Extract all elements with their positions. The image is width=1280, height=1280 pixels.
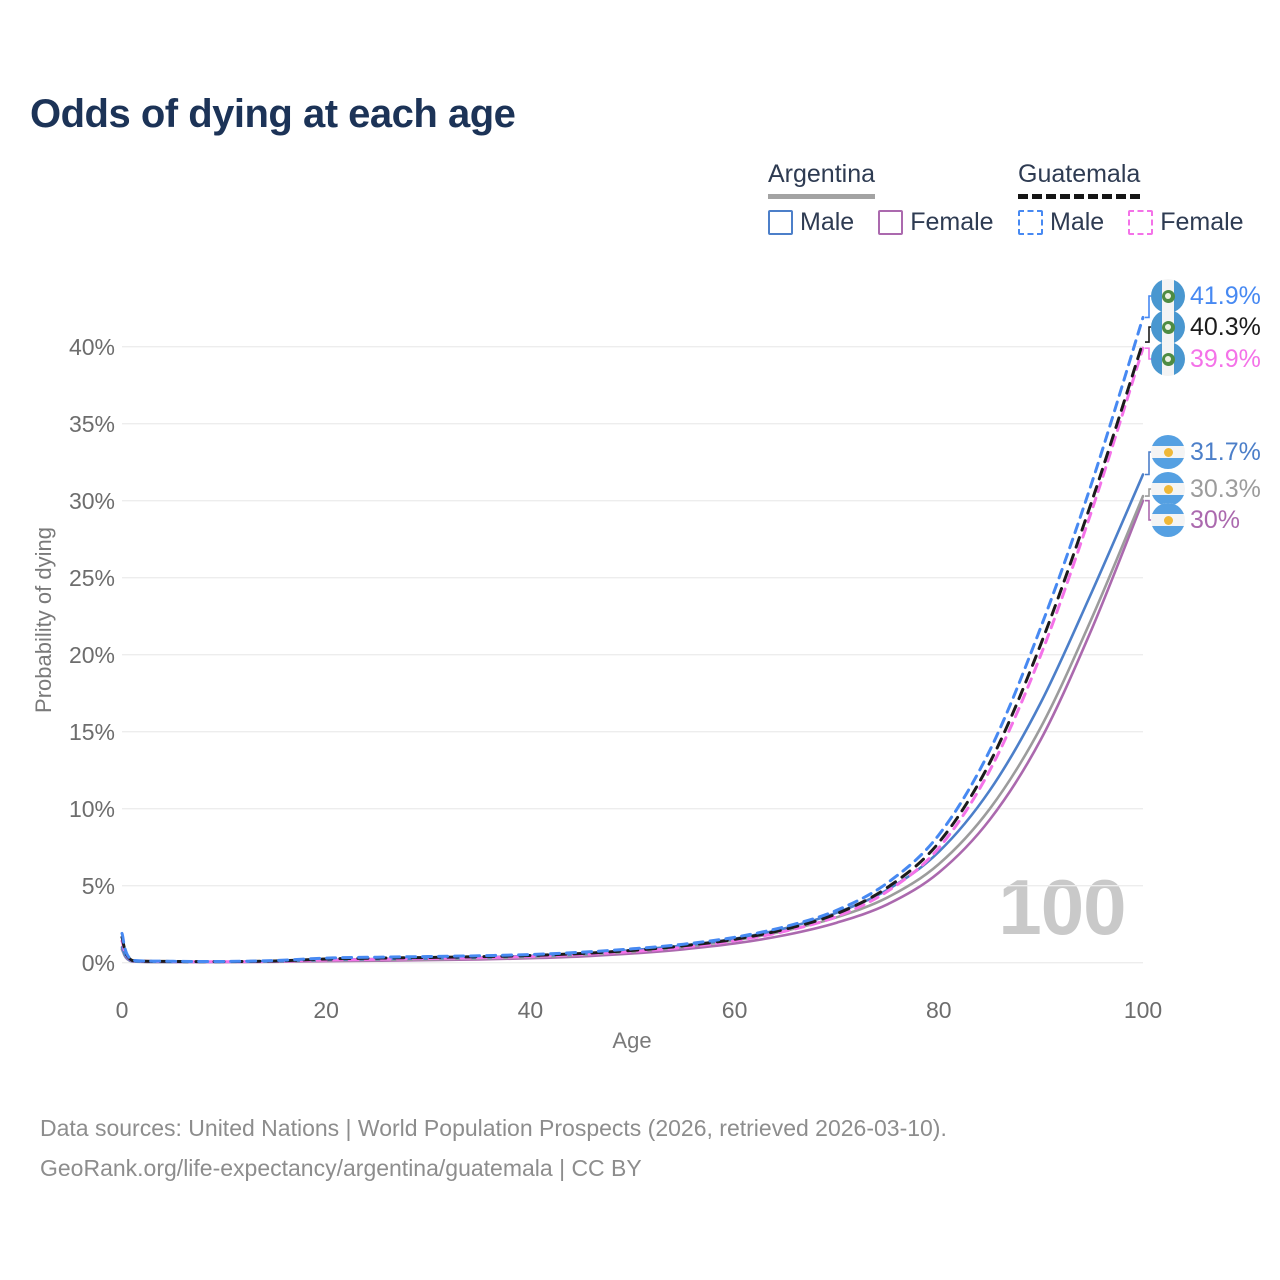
- y-tick-label: 40%: [68, 333, 115, 360]
- end-value-label: 30.3%: [1190, 475, 1261, 503]
- guatemala-flag-icon: [1151, 279, 1185, 313]
- legend-country-argentina[interactable]: Argentina: [768, 160, 876, 199]
- attribution-line: GeoRank.org/life-expectancy/argentina/gu…: [40, 1155, 642, 1181]
- y-axis-title: Probability of dying: [31, 527, 56, 713]
- checkbox-icon-guatemala-male[interactable]: [1018, 210, 1043, 235]
- legend-item-guatemala-female[interactable]: Female: [1128, 208, 1244, 237]
- legend: Argentina Male Female Guatemala Male: [768, 160, 1280, 240]
- emblem-icon: [1161, 289, 1175, 303]
- y-tick-label: 35%: [68, 410, 115, 437]
- guatemala-flag-icon: [1151, 342, 1185, 376]
- legend-country-guatemala[interactable]: Guatemala: [1018, 160, 1141, 199]
- leader-line-guatemala-total: [1145, 326, 1152, 343]
- legend-row-guatemala: Male Female: [1018, 208, 1244, 237]
- end-label-argentina-male: 31.7%: [1151, 435, 1261, 469]
- y-tick-label: 15%: [68, 718, 115, 745]
- end-value-label: 40.3%: [1190, 313, 1261, 341]
- y-tick-label: 5%: [81, 872, 115, 899]
- end-label-argentina-female: 30%: [1151, 503, 1240, 537]
- data-source-line: Data sources: United Nations | World Pop…: [40, 1115, 947, 1141]
- age-watermark: 100: [998, 863, 1126, 951]
- legend-item-argentina-male[interactable]: Male: [768, 208, 854, 237]
- legend-item-label: Male: [1050, 208, 1105, 236]
- y-tick-label: 10%: [68, 795, 115, 822]
- leader-line-guatemala-male: [1145, 295, 1152, 319]
- leader-line-argentina-female: [1145, 499, 1152, 521]
- y-tick-label: 20%: [68, 641, 115, 668]
- end-label-argentina-total: 30.3%: [1151, 472, 1261, 506]
- x-tick-label: 40: [517, 997, 544, 1023]
- leader-line-guatemala-female: [1145, 347, 1152, 360]
- leader-line-argentina-total: [1145, 488, 1152, 497]
- argentina-flag-icon: [1151, 435, 1185, 469]
- page-title: Odds of dying at each age: [30, 92, 516, 136]
- legend-group-argentina: Argentina Male Female: [768, 160, 994, 237]
- end-value-label: 39.9%: [1190, 345, 1261, 373]
- sun-icon: [1163, 515, 1173, 525]
- emblem-icon: [1161, 320, 1175, 334]
- checkbox-icon-argentina-male[interactable]: [768, 210, 793, 235]
- x-tick-label: 80: [926, 997, 952, 1023]
- emblem-icon: [1161, 352, 1175, 366]
- end-label-guatemala-female: 39.9%: [1151, 342, 1261, 376]
- sun-icon: [1163, 484, 1173, 494]
- checkbox-icon-guatemala-female[interactable]: [1128, 210, 1154, 235]
- series-line-guatemala-total: [120, 340, 1145, 964]
- legend-item-label: Male: [800, 208, 855, 236]
- argentina-flag-icon: [1151, 472, 1185, 506]
- series-line-argentina-male: [120, 473, 1145, 964]
- footer: Data sources: United Nations | World Pop…: [40, 1108, 947, 1188]
- x-tick-label: 0: [115, 997, 129, 1023]
- y-tick-label: 25%: [68, 564, 115, 591]
- x-tick-label: 60: [721, 997, 748, 1023]
- argentina-flag-icon: [1151, 503, 1185, 537]
- end-value-label: 41.9%: [1190, 282, 1261, 310]
- end-value-label: 30%: [1190, 506, 1241, 534]
- x-tick-label: 20: [313, 997, 339, 1023]
- legend-item-label: Female: [1160, 208, 1244, 236]
- legend-row-argentina: Male Female: [768, 208, 994, 237]
- leader-line-argentina-male: [1145, 451, 1152, 476]
- guatemala-flag-icon: [1151, 310, 1185, 344]
- series-line-argentina-total: [120, 494, 1145, 964]
- y-tick-label: 0%: [81, 949, 115, 976]
- end-value-label: 31.7%: [1190, 438, 1261, 466]
- series-line-guatemala-male: [120, 315, 1145, 964]
- x-axis-title: Age: [612, 1028, 652, 1053]
- legend-item-label: Female: [910, 208, 994, 236]
- x-tick-label: 100: [1123, 997, 1163, 1023]
- end-label-guatemala-male: 41.9%: [1151, 279, 1261, 313]
- checkbox-icon-argentina-female[interactable]: [878, 210, 904, 235]
- legend-item-argentina-female[interactable]: Female: [878, 208, 994, 237]
- legend-group-guatemala: Guatemala Male Female: [1018, 160, 1244, 237]
- plot-area: [120, 295, 1152, 964]
- legend-item-guatemala-male[interactable]: Male: [1018, 208, 1104, 237]
- y-tick-label: 30%: [68, 487, 115, 514]
- end-label-guatemala-total: 40.3%: [1151, 310, 1261, 344]
- sun-icon: [1163, 447, 1173, 457]
